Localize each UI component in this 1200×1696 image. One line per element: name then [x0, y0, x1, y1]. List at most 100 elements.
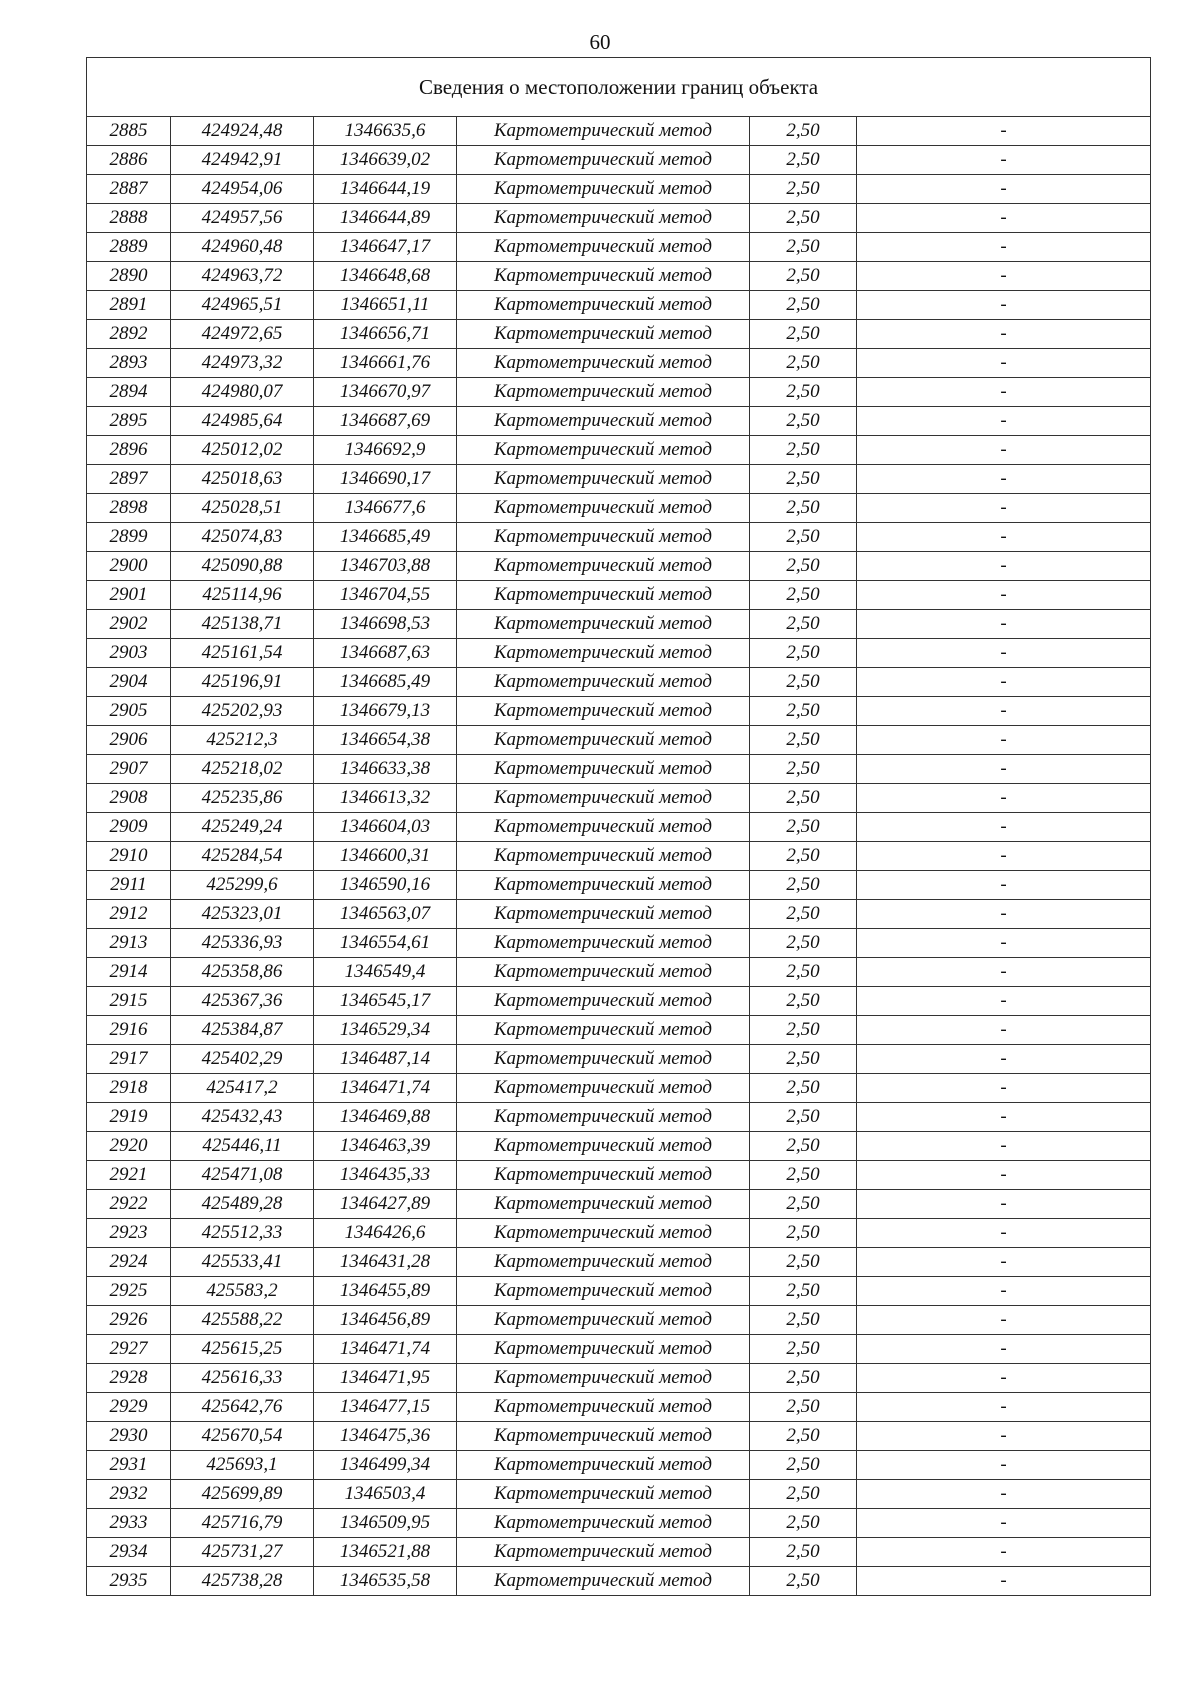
y-coordinate-cell: 1346469,88: [313, 1102, 457, 1132]
table-row: 2914 425358,86 1346549,4 Картометрический м…: [86, 957, 1152, 987]
method-cell: Картометрический метод: [456, 928, 750, 958]
table-row: 2915 425367,36 1346545,17 Картометрический …: [86, 986, 1152, 1016]
description-cell: -: [855, 1450, 1152, 1480]
description-cell: -: [855, 812, 1152, 842]
point-number-cell: 2903: [86, 638, 171, 668]
description-cell: -: [855, 435, 1152, 465]
y-coordinate-cell: 1346503,4: [313, 1479, 457, 1509]
x-coordinate-cell: 425161,54: [170, 638, 314, 668]
x-coordinate-cell: 425018,63: [170, 464, 314, 494]
x-coordinate-cell: 425249,24: [170, 812, 314, 842]
y-coordinate-cell: 1346435,33: [313, 1160, 457, 1190]
y-coordinate-cell: 1346471,95: [313, 1363, 457, 1393]
x-coordinate-cell: 425738,28: [170, 1566, 314, 1596]
description-cell: -: [855, 232, 1152, 262]
description-cell: -: [855, 1479, 1152, 1509]
method-cell: Картометрический метод: [456, 174, 750, 204]
description-cell: -: [855, 1392, 1152, 1422]
table-row: 2897 425018,63 1346690,17 Картометрический …: [86, 464, 1152, 494]
table-row: 2903 425161,54 1346687,63 Картометрический …: [86, 638, 1152, 668]
table-row: 2886 424942,91 1346639,02 Картометрический …: [86, 145, 1152, 175]
table-row: 2904 425196,91 1346685,49 Картометрический …: [86, 667, 1152, 697]
accuracy-cell: 2,50: [749, 1044, 857, 1074]
table-row: 2930 425670,54 1346475,36 Картометрический …: [86, 1421, 1152, 1451]
point-number-cell: 2889: [86, 232, 171, 262]
y-coordinate-cell: 1346698,53: [313, 609, 457, 639]
x-coordinate-cell: 424957,56: [170, 203, 314, 233]
y-coordinate-cell: 1346590,16: [313, 870, 457, 900]
accuracy-cell: 2,50: [749, 899, 857, 929]
point-number-cell: 2925: [86, 1276, 171, 1306]
y-coordinate-cell: 1346427,89: [313, 1189, 457, 1219]
table-row: 2934 425731,27 1346521,88 Картометрический …: [86, 1537, 1152, 1567]
description-cell: -: [855, 754, 1152, 784]
table-row: 2928 425616,33 1346471,95 Картометрический …: [86, 1363, 1152, 1393]
description-cell: -: [855, 1363, 1152, 1393]
y-coordinate-cell: 1346635,6: [313, 116, 457, 146]
description-cell: -: [855, 1537, 1152, 1567]
method-cell: Картометрический метод: [456, 986, 750, 1016]
description-cell: -: [855, 290, 1152, 320]
point-number-cell: 2901: [86, 580, 171, 610]
y-coordinate-cell: 1346477,15: [313, 1392, 457, 1422]
x-coordinate-cell: 424972,65: [170, 319, 314, 349]
table-row: 2893 424973,32 1346661,76 Картометрический …: [86, 348, 1152, 378]
accuracy-cell: 2,50: [749, 145, 857, 175]
x-coordinate-cell: 425114,96: [170, 580, 314, 610]
description-cell: -: [855, 1508, 1152, 1538]
table-row: 2896 425012,02 1346692,9 Картометрический м…: [86, 435, 1152, 465]
accuracy-cell: 2,50: [749, 174, 857, 204]
y-coordinate-cell: 1346704,55: [313, 580, 457, 610]
accuracy-cell: 2,50: [749, 1537, 857, 1567]
point-number-cell: 2928: [86, 1363, 171, 1393]
table-row: 2923 425512,33 1346426,6 Картометрический м…: [86, 1218, 1152, 1248]
y-coordinate-cell: 1346613,32: [313, 783, 457, 813]
description-cell: -: [855, 1305, 1152, 1335]
point-number-cell: 2888: [86, 203, 171, 233]
y-coordinate-cell: 1346426,6: [313, 1218, 457, 1248]
description-cell: -: [855, 783, 1152, 813]
table-row: 2887 424954,06 1346644,19 Картометрический …: [86, 174, 1152, 204]
method-cell: Картометрический метод: [456, 319, 750, 349]
y-coordinate-cell: 1346685,49: [313, 667, 457, 697]
x-coordinate-cell: 425196,91: [170, 667, 314, 697]
point-number-cell: 2930: [86, 1421, 171, 1451]
method-cell: Картометрический метод: [456, 812, 750, 842]
method-cell: Картометрический метод: [456, 957, 750, 987]
method-cell: Картометрический метод: [456, 1508, 750, 1538]
x-coordinate-cell: 424954,06: [170, 174, 314, 204]
y-coordinate-cell: 1346703,88: [313, 551, 457, 581]
point-number-cell: 2898: [86, 493, 171, 523]
y-coordinate-cell: 1346431,28: [313, 1247, 457, 1277]
y-coordinate-cell: 1346633,38: [313, 754, 457, 784]
point-number-cell: 2911: [86, 870, 171, 900]
table-row: 2924 425533,41 1346431,28 Картометрический …: [86, 1247, 1152, 1277]
y-coordinate-cell: 1346661,76: [313, 348, 457, 378]
method-cell: Картометрический метод: [456, 1218, 750, 1248]
table-row: 2910 425284,54 1346600,31 Картометрический …: [86, 841, 1152, 871]
table-row: 2911 425299,6 1346590,16 Картометрический м…: [86, 870, 1152, 900]
method-cell: Картометрический метод: [456, 348, 750, 378]
description-cell: -: [855, 1566, 1152, 1596]
x-coordinate-cell: 425138,71: [170, 609, 314, 639]
table-row: 2885 424924,48 1346635,6 Картометрический м…: [86, 116, 1152, 146]
method-cell: Картометрический метод: [456, 725, 750, 755]
x-coordinate-cell: 424985,64: [170, 406, 314, 436]
description-cell: -: [855, 609, 1152, 639]
point-number-cell: 2905: [86, 696, 171, 726]
accuracy-cell: 2,50: [749, 1508, 857, 1538]
method-cell: Картометрический метод: [456, 551, 750, 581]
point-number-cell: 2921: [86, 1160, 171, 1190]
x-coordinate-cell: 425616,33: [170, 1363, 314, 1393]
table-row: 2899 425074,83 1346685,49 Картометрический …: [86, 522, 1152, 552]
table-row: 2902 425138,71 1346698,53 Картометрический …: [86, 609, 1152, 639]
method-cell: Картометрический метод: [456, 1276, 750, 1306]
accuracy-cell: 2,50: [749, 667, 857, 697]
method-cell: Картометрический метод: [456, 1131, 750, 1161]
accuracy-cell: 2,50: [749, 638, 857, 668]
y-coordinate-cell: 1346604,03: [313, 812, 457, 842]
table-row: 2913 425336,93 1346554,61 Картометрический …: [86, 928, 1152, 958]
point-number-cell: 2907: [86, 754, 171, 784]
accuracy-cell: 2,50: [749, 986, 857, 1016]
accuracy-cell: 2,50: [749, 812, 857, 842]
